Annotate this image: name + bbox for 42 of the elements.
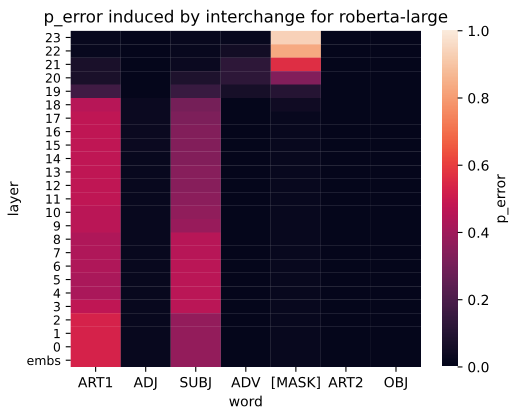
x-tick-label: [MASK]	[272, 376, 320, 390]
x-tick-label: ADJ	[134, 377, 156, 390]
x-tick-label: ART1	[78, 377, 112, 388]
color-bar-label: 0.6	[468, 160, 489, 171]
y-tick-label: 12	[46, 180, 60, 190]
color-bar-label: 0.0	[468, 362, 489, 372]
y-tick-label: 14	[46, 154, 60, 164]
color-bar-label: 1.0	[468, 26, 489, 36]
y-tick-label: 18	[46, 100, 60, 110]
y-tick-label: 8	[54, 234, 60, 244]
y-tick-label: 23	[46, 32, 60, 42]
y-tick-label: 16	[46, 127, 60, 137]
y-tick-label: 9	[54, 221, 60, 231]
y-tick-label: 2	[54, 315, 60, 325]
y-tick-label: 5	[54, 275, 60, 284]
y-tick-label: 19	[46, 86, 60, 96]
y-tick-label: 21	[46, 60, 60, 70]
y-tick-label: 4	[54, 288, 60, 298]
x-tick-label: SUBJ	[180, 376, 211, 390]
y-tick-label: 13	[46, 167, 60, 177]
y-tick-label: 11	[46, 194, 60, 204]
y-tick-label: 6	[54, 262, 60, 272]
color-bar-label: 0.4	[468, 227, 489, 238]
y-tick-label: 7	[54, 248, 60, 258]
y-tick-label: embs	[27, 355, 60, 366]
y-axis-title: layer	[8, 181, 22, 215]
color-bar-title: p_error	[497, 174, 508, 222]
y-tick-label: 1	[54, 328, 60, 338]
y-tick-label: 10	[46, 208, 60, 218]
color-bar-label: 0.8	[468, 92, 488, 104]
y-tick-label: 0	[54, 342, 60, 352]
y-tick-label: 15	[46, 140, 60, 150]
x-tick-label: OBJ	[384, 376, 407, 390]
y-tick-label: 22	[46, 46, 60, 56]
x-tick-label: ADV	[231, 377, 260, 388]
x-tick-label: ART2	[328, 376, 362, 388]
y-tick-label: 17	[46, 114, 60, 123]
chart-title: p_error induced by interchange for roberta-large	[45, 10, 448, 26]
x-axis-title: word	[229, 396, 262, 406]
y-tick-label: 20	[46, 73, 60, 83]
color-bar-label: 0.2	[468, 294, 488, 306]
y-tick-label: 3	[54, 302, 60, 312]
